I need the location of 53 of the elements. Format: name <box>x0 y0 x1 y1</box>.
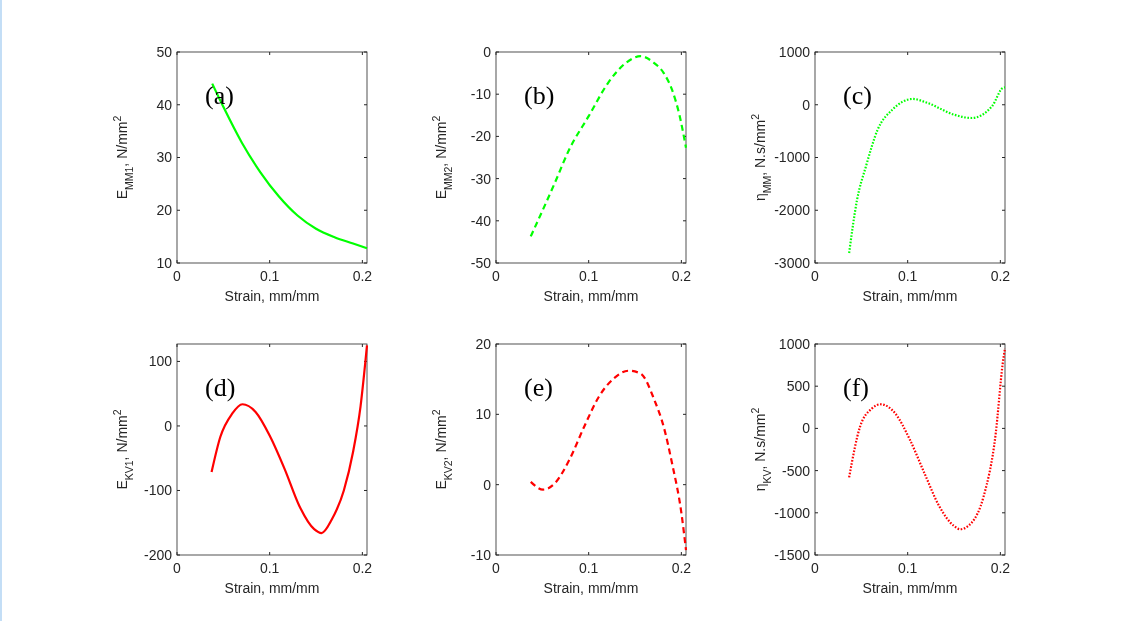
annotation: (f) <box>843 373 869 402</box>
x-axis-title: Strain, mm/mm <box>543 580 639 596</box>
y-tick-label: -2000 <box>774 202 811 219</box>
y-tick-label: -1500 <box>774 546 811 563</box>
y-tick-label: 20 <box>475 335 492 352</box>
y-tick-label: -100 <box>143 482 173 499</box>
x-tick-label: 0.2 <box>671 560 692 576</box>
x-axis-title: Strain, mm/mm <box>862 580 958 596</box>
y-tick-label: 0 <box>483 43 492 60</box>
annotation: (e) <box>524 373 553 402</box>
y-tick-label: 30 <box>156 149 173 166</box>
y-tick-label: 20 <box>156 202 173 219</box>
annotation: (c) <box>843 81 872 110</box>
y-tick-label: 0 <box>802 420 811 437</box>
x-axis-title: Strain, mm/mm <box>224 288 320 304</box>
y-tick-label: 40 <box>156 96 173 113</box>
x-tick-label: 0.1 <box>259 268 280 284</box>
x-tick-label: 0.2 <box>990 560 1011 576</box>
annotation: (b) <box>524 81 555 110</box>
annotation: (d) <box>205 373 236 402</box>
x-axis-title: Strain, mm/mm <box>224 580 320 596</box>
y-tick-label: -1000 <box>774 504 811 521</box>
y-tick-label: 100 <box>148 353 173 370</box>
y-tick-label: -10 <box>470 546 492 563</box>
y-tick-label: 50 <box>156 43 173 60</box>
y-tick-label: -200 <box>143 546 173 563</box>
y-tick-label: -10 <box>470 86 492 103</box>
y-tick-label: -500 <box>781 462 811 479</box>
x-axis-title: Strain, mm/mm <box>862 288 958 304</box>
y-tick-label: -3000 <box>774 254 811 271</box>
y-tick-label: -50 <box>470 254 492 271</box>
x-axis-title: Strain, mm/mm <box>543 288 639 304</box>
x-tick-label: 0.2 <box>671 268 692 284</box>
x-tick-label: 0.1 <box>578 268 599 284</box>
y-tick-label: -40 <box>470 212 492 229</box>
x-tick-label: 0.1 <box>897 560 918 576</box>
y-tick-label: -1000 <box>774 149 811 166</box>
y-tick-label: 10 <box>475 406 492 423</box>
y-tick-label: 500 <box>786 378 811 395</box>
x-tick-label: 0.2 <box>352 560 373 576</box>
x-tick-label: 0.1 <box>897 268 918 284</box>
y-tick-label: 0 <box>483 476 492 493</box>
y-tick-label: -30 <box>470 170 492 187</box>
y-tick-label: 10 <box>156 254 173 271</box>
x-tick-label: 0.2 <box>990 268 1011 284</box>
y-tick-label: 1000 <box>778 43 811 60</box>
y-tick-label: 0 <box>164 417 173 434</box>
y-tick-label: 1000 <box>778 335 811 352</box>
x-tick-label: 0.2 <box>352 268 373 284</box>
y-tick-label: -20 <box>470 128 492 145</box>
y-tick-label: 0 <box>802 96 811 113</box>
x-tick-label: 0.1 <box>259 560 280 576</box>
x-tick-label: 0.1 <box>578 560 599 576</box>
